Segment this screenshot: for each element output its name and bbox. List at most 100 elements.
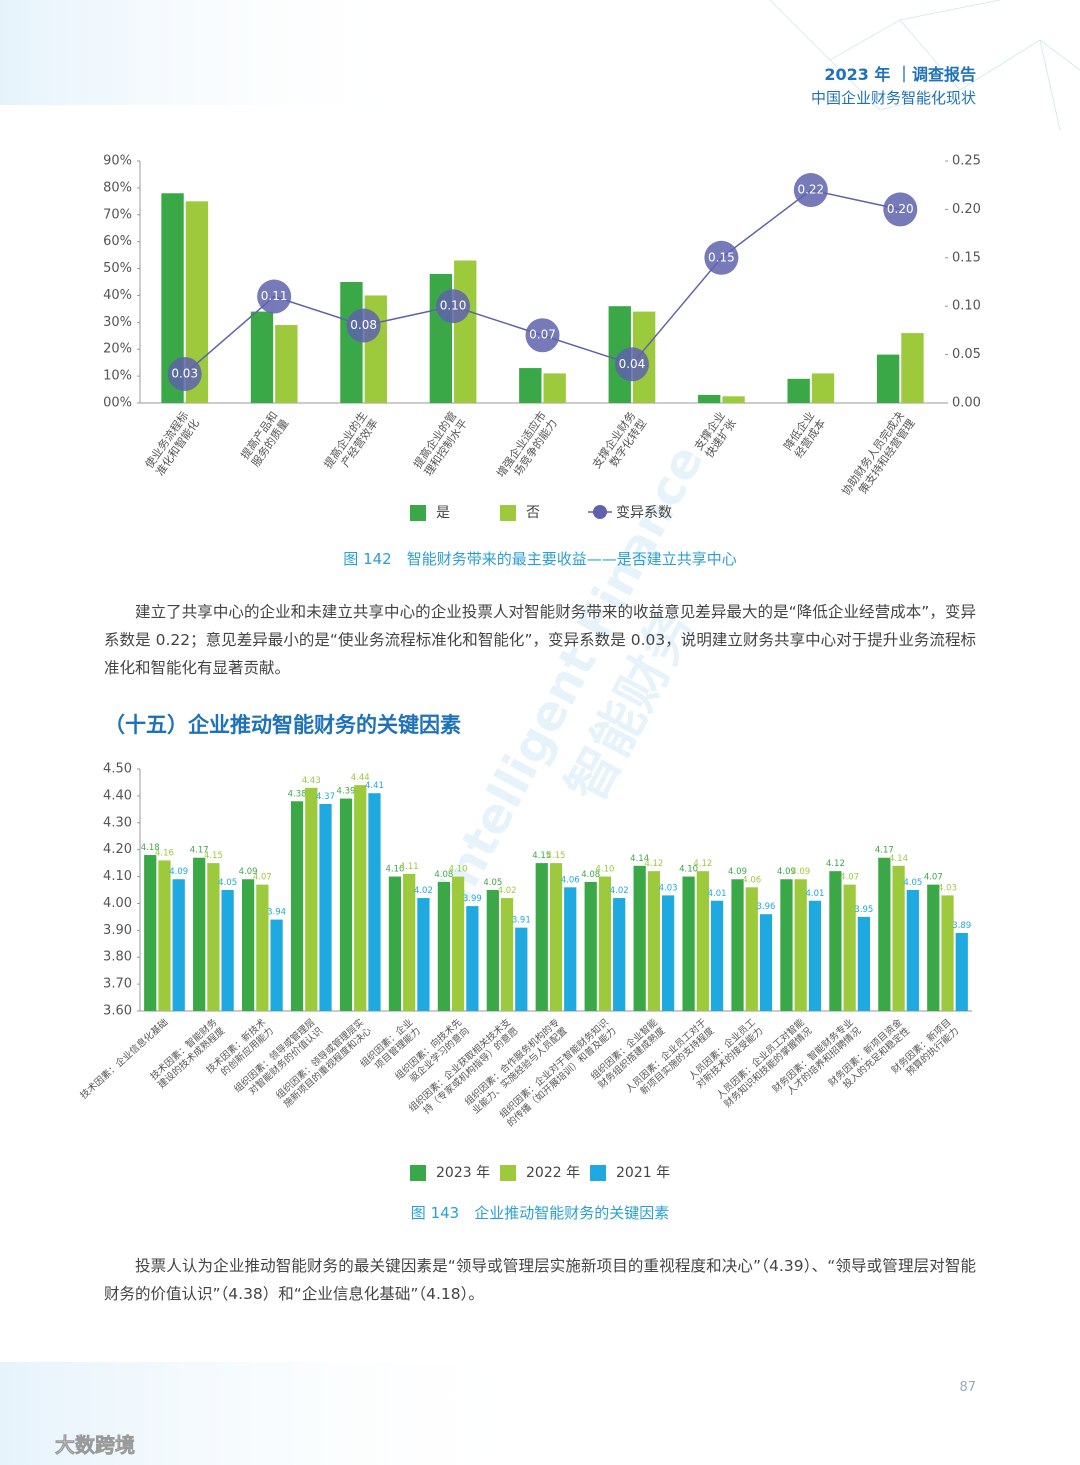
y-tick-label: 00% [103,396,132,411]
value-label: 4.02 [610,886,629,896]
x-tick-group: 支撑企业财务数字化转型 [589,409,649,471]
bar [584,881,597,1011]
y-tick-label: 3.80 [103,950,132,965]
legend-label: 变异系数 [616,505,672,521]
bar [647,871,660,1011]
value-label: 4.02 [414,886,433,896]
value-label: 4.41 [365,781,384,791]
y-tick-label: 4.10 [103,869,132,884]
bar [662,895,675,1011]
bar [185,201,209,403]
logo: 大数跨境 [55,1433,135,1457]
x-tick-label: 降低企业经营成本 [781,409,829,461]
line-point [257,279,292,314]
value-label: 4.39 [337,787,356,797]
value-label: 3.94 [267,908,286,918]
bar [906,890,919,1011]
value-label: 0.03 [171,366,198,380]
y2-tick-label: 0.10 [952,299,981,314]
x-tick-group: 提高企业的管理和控制水平 [410,409,470,479]
value-label: 4.06 [561,875,580,885]
x-tick-group: 降低企业经营成本 [781,409,829,461]
bar [221,890,234,1011]
bar [927,884,940,1011]
bar [158,860,171,1011]
bar [543,373,566,403]
value-label: 4.10 [385,865,404,875]
bar [250,311,274,403]
x-tick-label: 支撑企业快速扩张 [691,409,739,461]
value-label: 4.09 [239,867,258,877]
bar [794,879,807,1011]
x-tick-label: 使业务流程标准化和智能化 [142,409,202,479]
value-label: 0.07 [529,328,556,342]
bar [340,282,363,403]
x-tick-group: 协助财务人员完成决策支持和经营管理 [838,409,917,498]
bar [354,785,367,1011]
bar [417,898,430,1011]
value-label: 4.12 [826,859,845,869]
bar [598,876,612,1011]
bar [454,260,477,403]
value-label: 4.17 [190,846,209,856]
value-label: 4.08 [434,870,453,880]
legend-swatch [410,505,426,521]
y2-tick-label: 0.00 [952,396,981,411]
value-label: 4.18 [141,843,160,853]
bar [275,325,298,403]
line-point [793,173,828,208]
footer-band [0,1362,560,1465]
bar [564,887,577,1011]
value-label: 4.15 [532,851,551,861]
y-tick-label: 20% [103,342,132,357]
bar [290,801,304,1011]
value-label: 4.09 [791,867,810,877]
value-label: 4.01 [805,889,824,899]
y-tick-label: 3.90 [103,923,132,938]
bar [876,354,900,403]
bar [811,373,835,403]
x-tick-group: 使业务流程标准化和智能化 [142,409,202,479]
bar [161,193,184,403]
y-tick-label: 3.70 [103,977,132,992]
y-tick-label: 30% [103,315,132,330]
value-label: 4.10 [595,865,614,875]
paragraph: 投票人认为企业推动智能财务的最关键因素是“领导或管理层实施新项目的重视程度和决心… [104,1257,976,1303]
y-tick-label: 80% [103,180,132,195]
x-tick-group: 提高产品和服务的质量 [238,409,292,470]
value-label: 3.91 [512,916,531,926]
bar [808,900,822,1011]
legend-swatch [500,505,516,521]
y-tick-label: 40% [103,288,132,303]
x-tick-label: 增强企业适应市场竞争的能力 [493,409,559,488]
x-tick-group: 技术因素：企业信息化基础 [78,1016,171,1101]
value-label: 4.17 [875,846,894,856]
bar [515,927,528,1011]
bar [892,865,905,1011]
bar [270,919,283,1011]
header-band [0,0,430,105]
value-label: 4.03 [659,883,678,893]
legend-label: 否 [526,505,540,521]
line-point [614,347,649,382]
y2-tick-label: 0.05 [952,347,981,362]
bar [843,884,856,1011]
bar [305,787,318,1011]
legend-label: 2022 年 [526,1165,580,1181]
value-label: 4.03 [938,883,957,893]
value-label: 0.10 [440,299,467,313]
bar [829,871,842,1011]
value-label: 4.07 [840,873,859,883]
paragraph: 建立了共享中心的企业和未建立共享中心的企业投票人对智能财务带来的收益意见差异最大… [104,603,976,677]
x-tick-group: 提高企业的生产经营效率 [321,409,381,471]
figure-caption: 图 143 企业推动智能财务的关键因素 [411,1204,669,1222]
value-label: 4.10 [679,865,698,875]
value-label: 4.08 [581,870,600,880]
bar [901,333,924,403]
value-label: 4.07 [924,873,943,883]
y-tick-label: 50% [103,261,132,276]
value-label: 0.08 [350,318,377,332]
bar [486,890,499,1011]
bar [535,863,548,1011]
value-label: 0.15 [708,250,735,264]
